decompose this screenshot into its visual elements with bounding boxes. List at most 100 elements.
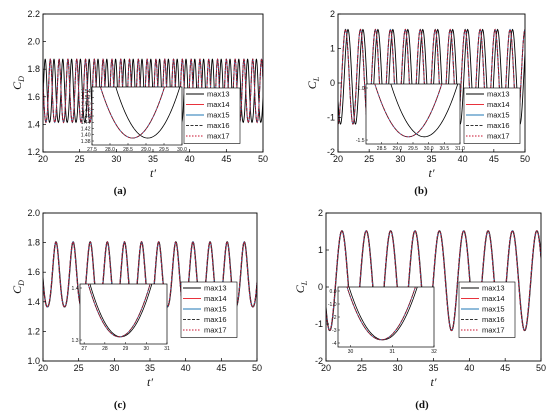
inset-line-max17 — [100, 87, 165, 139]
inset-line-max13 — [89, 284, 153, 338]
chart-panel-c: 20 25 30 35 40 45 50 1.0 1.2 1.4 1.6 1.8 2.0 CD t′ 27 28… — [10, 208, 262, 411]
inset-zoom: 30 31 32 0.0 -1.0 -2 -3 -4 — [328, 286, 437, 355]
x-axis-label: t′ — [429, 166, 435, 180]
y-tick-label: 1.2 — [27, 326, 40, 336]
chart-panel-b: 20 25 30 35 40 45 50 -2 -1 0 1 2 CL t′ 28.5 29.0 29.5 30.… — [305, 9, 530, 197]
x-tick-label: 40 — [181, 363, 191, 373]
inset-x-tick-label: 31.0 — [455, 146, 465, 152]
inset-x-tick-label: 29.5 — [408, 146, 418, 152]
legend-label-max15: max15 — [204, 305, 227, 314]
x-tick-label: 30 — [109, 363, 119, 373]
x-tick-label: 45 — [489, 154, 499, 164]
legend-label-max16: max16 — [207, 121, 230, 130]
legend-box — [463, 87, 521, 144]
x-tick-label: 20 — [321, 363, 331, 373]
y-tick-label: 0 — [318, 282, 323, 292]
x-tick-label: 25 — [364, 154, 374, 164]
y-tick-label: 1.4 — [27, 297, 40, 307]
x-tick-label: 20 — [333, 154, 343, 164]
legend-box — [183, 87, 241, 144]
x-tick-label: 50 — [258, 154, 268, 164]
inset-line-max13 — [115, 87, 181, 139]
inset-y-tick-label: -3 — [332, 328, 337, 334]
inset-x-tick-label: 28.0 — [105, 147, 115, 153]
x-tick-label: 35 — [148, 154, 158, 164]
inset-x-tick-label: 31 — [164, 346, 170, 352]
x-tick-label: 25 — [74, 363, 84, 373]
inset-y-tick-label: 1.38 — [81, 139, 91, 145]
x-tick-label: 20 — [38, 154, 48, 164]
inset-x-tick-label: 30.0 — [424, 146, 434, 152]
inset-line-max16 — [87, 284, 151, 338]
inset-frame — [91, 86, 183, 146]
x-tick-label: 45 — [221, 154, 231, 164]
inset-y-tick-label: 1.46 — [81, 114, 91, 120]
inset-x-tick-label: 30 — [348, 349, 354, 355]
inset-x-tick-label: 28.5 — [123, 147, 133, 153]
x-tick-label: 50 — [252, 363, 262, 373]
inset-x-tick-label: 32 — [431, 349, 437, 355]
legend-label-max14: max14 — [207, 100, 230, 109]
legend-label-max13: max13 — [487, 90, 510, 99]
inset-line-max17 — [374, 84, 443, 138]
x-tick-label: 40 — [458, 154, 468, 164]
inset-zoom: 27 28 29 30 31 1.4 1.3 — [72, 283, 170, 352]
y-tick-label: 1.8 — [27, 238, 40, 248]
inset-x-tick-label: 27 — [81, 346, 87, 352]
legend-label-max17: max17 — [207, 132, 230, 141]
inset-x-tick-label: 30 — [144, 346, 150, 352]
inset-series — [346, 287, 418, 341]
chart-panel-a: 20 25 30 35 40 45 50 1.2 1.4 1.6 1.8 2.0 2.2 CD t′ 27.5… — [10, 9, 268, 197]
inset-series — [87, 284, 153, 338]
y-tick-label: 1.2 — [27, 147, 40, 157]
y-tick-label: -1 — [315, 319, 323, 329]
inset-x-tick-label: 29.5 — [159, 147, 169, 153]
inset-y-tick-label: 1.54 — [81, 89, 91, 95]
legend-label-max15: max15 — [207, 111, 230, 120]
y-tick-label: 1.4 — [27, 119, 40, 129]
inset-zoom: 28.5 29.0 29.5 30.0 30.5 31.0 -1.0 -1.5 — [356, 83, 465, 152]
legend-box — [458, 281, 516, 338]
y-axis-label: CD — [10, 76, 26, 90]
legend-label-max13: max13 — [207, 90, 230, 99]
panel-caption: (d) — [415, 399, 429, 411]
x-tick-label: 40 — [464, 363, 474, 373]
x-tick-label: 30 — [393, 363, 403, 373]
y-tick-label: -2 — [315, 356, 323, 366]
inset-y-tick-label: 1.42 — [81, 126, 91, 132]
inset-y-tick-label: 1.50 — [81, 101, 91, 107]
x-tick-label: 35 — [426, 154, 436, 164]
inset-x-tick-label: 28.5 — [377, 146, 387, 152]
inset-line-max16 — [346, 287, 416, 341]
y-axis-label: CL — [293, 280, 309, 293]
y-tick-label: 2.0 — [27, 208, 40, 218]
inset-x-tick-label: 31 — [389, 349, 395, 355]
y-tick-label: 1.6 — [27, 267, 40, 277]
inset-x-tick-label: 27.5 — [87, 147, 97, 153]
series-line-max17 — [338, 28, 525, 125]
x-tick-label: 20 — [38, 363, 48, 373]
x-tick-label: 50 — [520, 154, 530, 164]
legend-label-max14: max14 — [482, 294, 505, 303]
inset-y-tick-label: -2 — [332, 315, 337, 321]
y-tick-label: -2 — [327, 147, 335, 157]
y-tick-label: 2 — [318, 208, 323, 218]
y-tick-label: 1.0 — [27, 356, 40, 366]
legend-label-max15: max15 — [487, 111, 510, 120]
x-tick-label: 40 — [185, 154, 195, 164]
inset-series — [100, 87, 181, 139]
y-axis-label-subscript: L — [300, 280, 309, 286]
inset-y-tick-label: 1.48 — [81, 108, 91, 114]
inset-y-tick-label: 0.0 — [330, 289, 337, 295]
x-tick-label: 25 — [357, 363, 367, 373]
inset-x-tick-label: 29.0 — [141, 147, 151, 153]
inset-x-tick-label: 30.0 — [177, 147, 187, 153]
panel-caption: (a) — [114, 185, 127, 197]
inset-x-tick-label: 29 — [123, 346, 129, 352]
inset-frame — [337, 286, 435, 348]
